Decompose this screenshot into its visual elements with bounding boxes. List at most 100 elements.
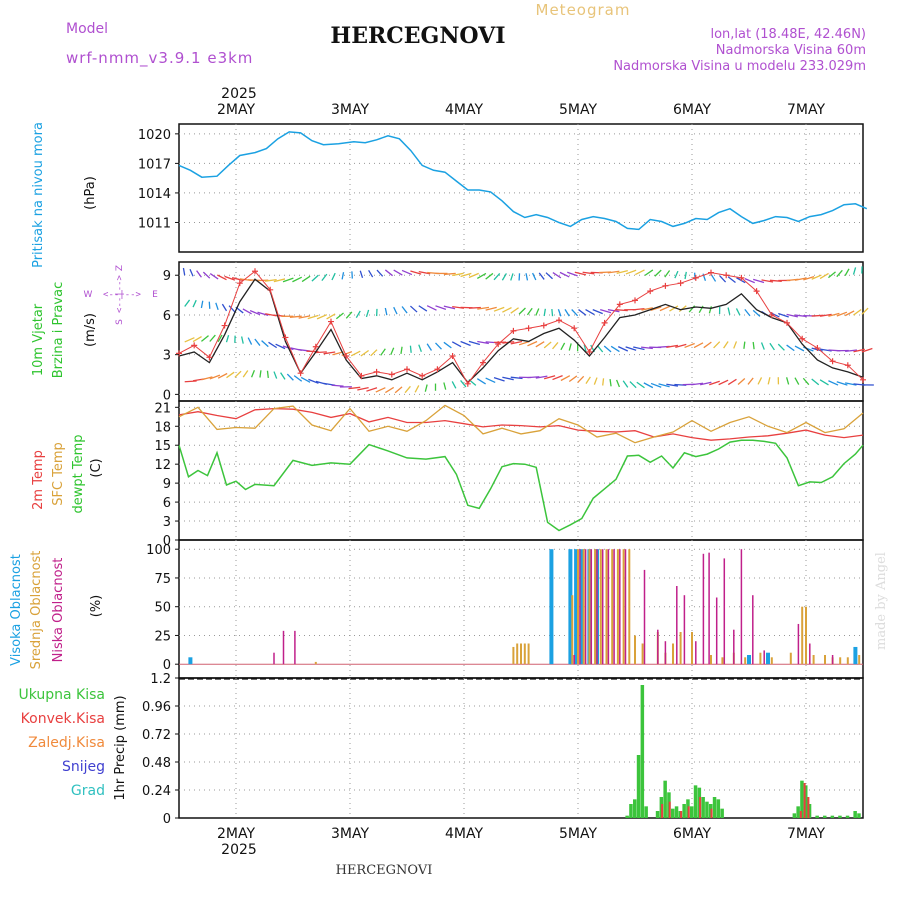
gust-marker bbox=[373, 368, 380, 375]
precip-bar bbox=[857, 813, 861, 818]
cloud-bar bbox=[801, 606, 804, 665]
wind-arrow bbox=[435, 342, 442, 350]
wind-arrow bbox=[551, 308, 554, 317]
cloud-bar bbox=[715, 597, 718, 665]
wind-arrow bbox=[603, 345, 612, 353]
wind-arrow bbox=[404, 385, 411, 394]
ytick-label: 75 bbox=[154, 572, 171, 587]
gust-marker bbox=[753, 288, 760, 295]
cloud-bar bbox=[708, 552, 710, 665]
model-label: Model bbox=[66, 21, 108, 37]
wind-arrow bbox=[786, 313, 799, 318]
gust-marker bbox=[768, 311, 775, 318]
cloud-bar bbox=[616, 549, 619, 665]
wind-arrow bbox=[410, 270, 422, 275]
wind-arrow bbox=[401, 306, 408, 314]
ytick-label: 1014 bbox=[138, 187, 171, 202]
wind-arrow bbox=[737, 378, 746, 385]
precip-bar bbox=[807, 804, 812, 818]
cloud-bar bbox=[516, 643, 519, 665]
gust-marker bbox=[267, 286, 274, 293]
wind-arrow bbox=[250, 369, 256, 378]
wind-arrow bbox=[794, 345, 805, 352]
wind-arrow bbox=[301, 275, 311, 283]
wind-arrow bbox=[643, 382, 654, 389]
wind-arrow bbox=[201, 335, 209, 342]
wind-arrow bbox=[307, 314, 319, 320]
ytick-label: 15 bbox=[154, 439, 171, 454]
wind-arrow bbox=[811, 274, 822, 280]
cloud-bar bbox=[607, 549, 610, 665]
meteogram-label: Meteogram bbox=[536, 1, 631, 19]
gust-marker bbox=[495, 341, 502, 348]
gust-marker bbox=[206, 354, 213, 361]
cloud-bar bbox=[733, 629, 735, 665]
cloud-bar bbox=[624, 549, 627, 665]
cloud-bar bbox=[679, 632, 682, 665]
wind-arrow bbox=[861, 307, 869, 315]
cloud-bar bbox=[676, 586, 678, 665]
cloud-bar bbox=[596, 549, 598, 665]
wind-arrow bbox=[719, 275, 727, 283]
cloud-bar bbox=[512, 646, 515, 665]
wind-arrow bbox=[226, 371, 235, 379]
cloud-unit: (%) bbox=[89, 595, 104, 618]
cloud-bar bbox=[523, 643, 526, 665]
wind-arrow bbox=[426, 343, 433, 351]
precip-bar bbox=[661, 804, 664, 818]
gust-marker bbox=[343, 352, 350, 359]
wind-arrow bbox=[836, 381, 848, 386]
wind-arrow bbox=[225, 334, 230, 343]
precip-bar bbox=[705, 801, 709, 818]
cloud-bar bbox=[619, 549, 621, 665]
wind-arrow bbox=[625, 346, 637, 351]
wind-arrow bbox=[552, 342, 559, 350]
wind-arrow bbox=[727, 276, 736, 283]
wind-arrow bbox=[794, 377, 800, 385]
ytick-label: 3 bbox=[163, 349, 171, 364]
wind-arrow bbox=[282, 277, 294, 283]
precip-bar bbox=[655, 811, 660, 818]
wind-arrow bbox=[733, 341, 738, 349]
wind-ylabel-main: 10m Vjetar bbox=[31, 303, 46, 376]
wind-arrow bbox=[632, 307, 645, 311]
cloud-bar bbox=[574, 549, 579, 665]
cloud-bar bbox=[846, 657, 849, 665]
date-label-bottom: 5MAY bbox=[559, 826, 597, 842]
wind-arrow bbox=[635, 269, 645, 276]
wind-arrow bbox=[527, 376, 540, 379]
ytick-label: 0.72 bbox=[142, 728, 171, 743]
ytick-label: 0 bbox=[163, 812, 171, 827]
date-label-bottom: 4MAY bbox=[445, 826, 483, 842]
precip-bar bbox=[803, 783, 806, 818]
wind-arrow bbox=[650, 306, 662, 311]
wind-arrow bbox=[502, 376, 514, 381]
wind-arrow bbox=[189, 269, 194, 277]
cloud-bar bbox=[573, 655, 575, 665]
wind-arrow bbox=[538, 272, 545, 280]
wind-speed-line bbox=[178, 278, 864, 384]
wind-arrow bbox=[802, 377, 810, 386]
gust-line bbox=[178, 270, 864, 385]
wind-arrow bbox=[476, 378, 486, 385]
wind-arrow bbox=[845, 382, 857, 386]
cloud-bar bbox=[294, 630, 296, 665]
cloud-ylabel-high: Visoka Oblacnost bbox=[9, 554, 24, 666]
wind-arrow bbox=[393, 306, 398, 315]
precip-legend: Ukupna Kisa Konvek.Kisa Zaledj.Kisa Snijeg G… bbox=[18, 687, 105, 799]
ytick-label: 1017 bbox=[138, 157, 171, 172]
model-value: wrf-nmm_v3.9.1 e3km bbox=[66, 49, 253, 68]
gust-marker bbox=[616, 301, 623, 308]
precip-bar bbox=[815, 815, 819, 818]
temp-unit: (C) bbox=[89, 458, 104, 477]
y-tick-labels: 1011101410171020036903691215182102550751… bbox=[138, 128, 179, 827]
precip-bar bbox=[807, 797, 810, 818]
wind-arrow bbox=[861, 347, 873, 353]
wind-arrow bbox=[760, 342, 765, 350]
wind-arrow bbox=[273, 278, 286, 283]
compass-south: S bbox=[115, 319, 125, 325]
gust-marker bbox=[282, 334, 289, 341]
wind-arrow bbox=[443, 341, 452, 349]
wind-arrow bbox=[602, 378, 605, 386]
precip-legend-item: Zaledj.Kisa bbox=[28, 735, 105, 751]
